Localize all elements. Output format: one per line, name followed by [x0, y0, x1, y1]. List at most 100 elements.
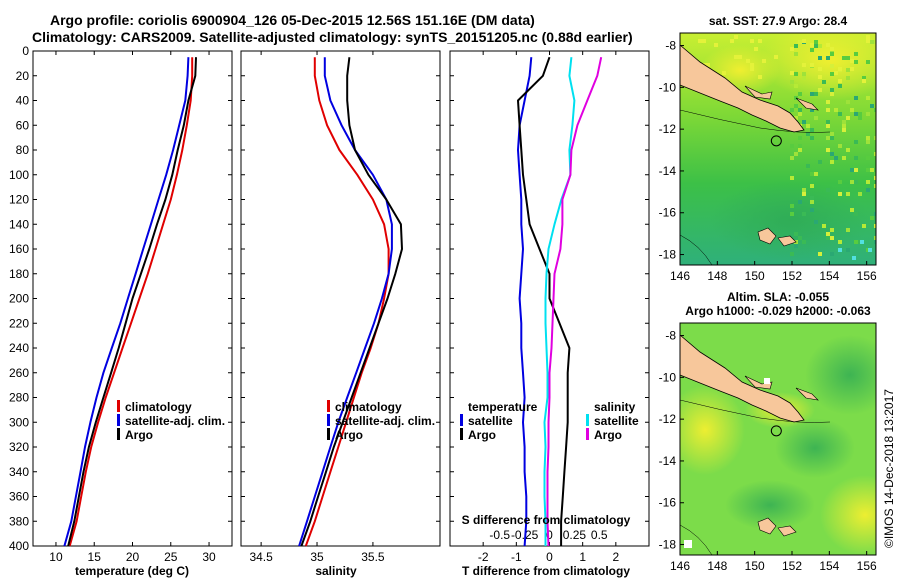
map-lon-tick-label: 156 — [857, 559, 877, 573]
depth-tick-label: 120 — [9, 193, 29, 207]
sst-pixel — [806, 124, 810, 128]
map-lat-tick-label: -12 — [659, 122, 677, 136]
sst-pixel — [866, 136, 870, 140]
island — [795, 97, 819, 111]
sst-pixel — [810, 43, 814, 47]
sst-pixel — [854, 212, 858, 216]
sla-map-title: Altim. SLA: -0.055 — [727, 290, 829, 304]
sst-pixel — [852, 256, 856, 260]
sst-pixel — [774, 55, 778, 59]
x-tick-label: 35 — [310, 550, 324, 564]
sst-pixel — [870, 216, 874, 220]
sst-pixel — [790, 252, 794, 256]
sst-pixel — [866, 112, 870, 116]
sst-pixel — [802, 192, 806, 196]
line-argo — [300, 57, 403, 547]
depth-tick-label: 80 — [16, 143, 30, 157]
sst-pixel — [818, 88, 822, 92]
sla-low-patch — [725, 480, 815, 530]
sst-pixel — [846, 192, 850, 196]
sst-pixel — [854, 180, 858, 184]
s-diff-tick-label: 0 — [546, 528, 553, 542]
line-satellite-adj-clim- — [298, 57, 393, 547]
depth-tick-label: 0 — [22, 44, 29, 58]
sst-pixel — [868, 248, 872, 252]
sst-pixel — [814, 172, 818, 176]
reef-contour — [680, 524, 713, 555]
sst-pixel — [810, 172, 814, 176]
legend-swatch-s-argo — [586, 428, 589, 440]
sst-pixel — [862, 79, 866, 83]
sst-pixel — [790, 176, 794, 180]
legend-swatch-argo — [117, 428, 120, 440]
sst-pixel — [806, 132, 810, 136]
sst-map-ticks: 146 148 150 152 154 156 -8 -10 -12 -14 -16 -18 — [659, 39, 877, 283]
depth-tick-label: 300 — [9, 415, 29, 429]
line-temperature-argo — [517, 56, 571, 546]
t-difference-axis-label: T difference from climatology — [462, 564, 630, 578]
depth-tick-label: 20 — [16, 69, 30, 83]
sst-pixel — [830, 88, 834, 92]
sst-pixel — [826, 136, 830, 140]
sst-pixel — [842, 120, 846, 124]
sst-pixel — [794, 104, 798, 108]
depth-tick-label: 380 — [9, 514, 29, 528]
sst-pixel — [838, 67, 842, 71]
sst-pixel — [874, 212, 876, 216]
map-lat-tick-label: -8 — [665, 39, 676, 53]
sst-pixel — [850, 168, 854, 172]
x-tick-label: 15 — [88, 550, 102, 564]
sst-pixel — [746, 59, 750, 63]
x-tick-label: 25 — [164, 550, 178, 564]
sst-pixel — [850, 108, 854, 112]
sst-pixel — [730, 39, 734, 43]
sst-pixel — [838, 240, 842, 244]
sst-pixel — [834, 156, 838, 160]
legend-swatch-satellite — [327, 414, 330, 426]
sst-pixel — [830, 72, 834, 76]
sla-argo-marker — [770, 425, 782, 437]
x-tick-label: 0 — [546, 550, 553, 564]
sst-pixel — [874, 172, 876, 176]
map-lon-tick-label: 150 — [745, 269, 765, 283]
temperature-axis-label: temperature (deg C) — [75, 564, 189, 578]
sst-pixel — [850, 59, 854, 63]
sst-pixel — [798, 92, 802, 96]
sst-pixel — [830, 236, 834, 240]
map-lat-tick-label: -14 — [659, 164, 677, 178]
sst-pixel — [798, 144, 802, 148]
sst-pixel — [846, 68, 850, 72]
sst-pixel — [810, 184, 814, 188]
sst-pixel — [790, 47, 794, 51]
island — [777, 525, 797, 537]
sst-pixel — [826, 108, 830, 112]
island — [757, 517, 777, 535]
legend-label-t-argo: Argo — [468, 428, 496, 442]
legend-label-s-satellite: satellite — [594, 414, 639, 428]
sst-pixel — [794, 116, 798, 120]
sst-pixels — [694, 35, 876, 260]
sst-pixel — [814, 220, 818, 224]
map-lon-tick-label: 150 — [745, 559, 765, 573]
x-axis-ticks: 10 15 20 25 30 34.5 35 35.5 -2 -1 0 1 2-0.5 -0.25 0 0.2… — [49, 51, 619, 564]
map-lat-tick-label: -16 — [659, 496, 677, 510]
depth-tick-label: 340 — [9, 465, 29, 479]
sst-pixel — [722, 71, 726, 75]
s-difference-axis-label: S difference from climatology — [462, 513, 631, 527]
depth-tick-label: 260 — [9, 366, 29, 380]
sst-pixel — [870, 104, 874, 108]
x-tick-label: -1 — [511, 550, 522, 564]
sst-pixel — [850, 208, 854, 212]
sst-pixel — [734, 55, 738, 59]
sst-pixel — [858, 112, 862, 116]
sst-pixel — [846, 148, 850, 152]
depth-tick-label: 220 — [9, 316, 29, 330]
sst-pixel — [810, 63, 814, 67]
sst-warm-patch — [760, 33, 876, 100]
sst-pixel — [866, 168, 870, 172]
island — [777, 235, 797, 247]
land-new-guinea — [680, 44, 805, 133]
legend-label-satellite: satellite-adj. clim. — [335, 414, 435, 428]
sst-pixel — [790, 212, 794, 216]
